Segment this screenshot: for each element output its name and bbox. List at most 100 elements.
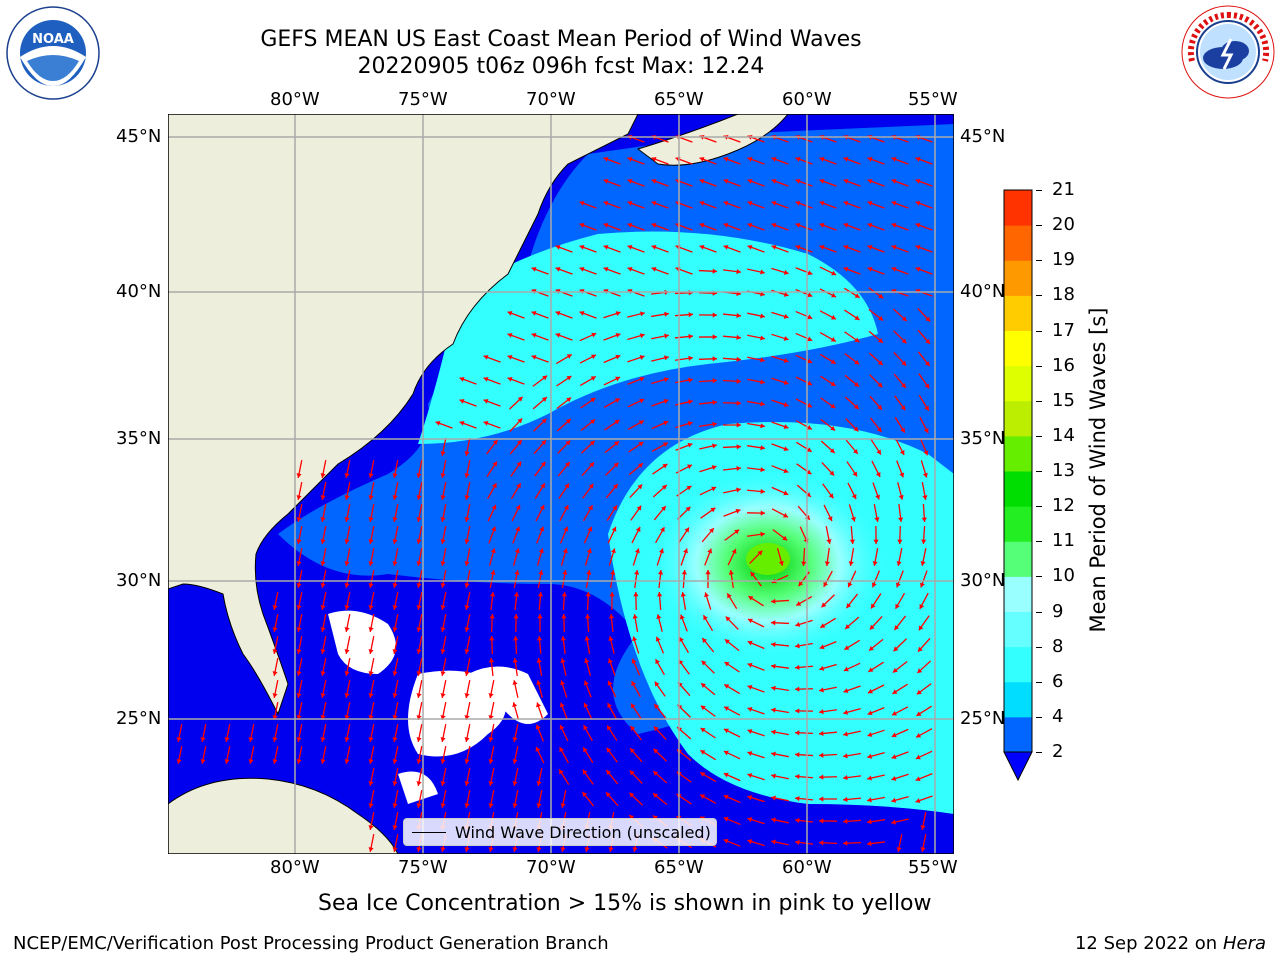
- direction-arrowhead: [712, 378, 717, 384]
- direction-arrowhead: [795, 664, 800, 670]
- direction-arrowhead: [736, 312, 741, 319]
- lon-tick-bottom-55w: 55°W: [908, 857, 958, 878]
- direction-arrowhead: [795, 643, 800, 649]
- direction-arrowhead: [877, 404, 883, 410]
- direction-arrowhead: [540, 483, 545, 489]
- direction-arrowhead: [566, 354, 572, 359]
- direction-arrowhead: [512, 702, 518, 708]
- direction-arrowhead: [724, 684, 730, 689]
- direction-arrowhead: [513, 614, 519, 619]
- direction-arrowhead: [639, 311, 645, 317]
- direction-arrowhead: [686, 485, 692, 491]
- direction-arrowhead: [435, 420, 441, 426]
- direction-arrowhead: [747, 222, 753, 228]
- direction-arrowhead: [878, 293, 884, 299]
- direction-arrowhead: [664, 311, 669, 317]
- direction-arrowhead: [723, 794, 729, 800]
- direction-arrowhead: [344, 539, 350, 544]
- direction-arrowhead: [512, 781, 518, 786]
- lon-tick-bottom-70w: 70°W: [526, 857, 576, 878]
- direction-arrowhead: [440, 495, 446, 500]
- direction-arrowhead: [585, 592, 591, 597]
- direction-arrowhead: [582, 769, 588, 775]
- direction-arrowhead: [630, 703, 636, 709]
- colorbar-tick-mark: [1036, 435, 1042, 437]
- direction-arrowhead: [747, 156, 753, 162]
- direction-arrowhead: [854, 381, 859, 387]
- land-nova-scotia: [636, 114, 789, 166]
- direction-arrowhead: [795, 178, 801, 184]
- direction-arrowhead: [603, 244, 609, 250]
- direction-arrowhead: [723, 244, 729, 250]
- direction-arrowhead: [843, 200, 849, 206]
- direction-arrowhead: [699, 222, 705, 228]
- direction-arrowhead: [843, 222, 849, 228]
- direction-arrowhead: [583, 747, 588, 753]
- colorbar-under-arrow: [1003, 751, 1033, 782]
- direction-arrowhead: [819, 156, 825, 162]
- direction-arrowhead: [915, 178, 921, 184]
- direction-arrowhead: [615, 354, 621, 360]
- direction-arrowhead: [627, 156, 633, 162]
- direction-arrowhead: [489, 614, 495, 619]
- direction-arrowhead: [796, 601, 802, 606]
- direction-arrowhead: [725, 616, 731, 622]
- direction-arrowhead: [515, 504, 521, 510]
- direction-arrowhead: [771, 156, 777, 162]
- direction-arrowhead: [830, 425, 836, 431]
- colorbar-segment: [1004, 295, 1032, 331]
- direction-arrowhead: [868, 645, 874, 651]
- direction-arrowhead: [392, 671, 398, 676]
- direction-arrowhead: [296, 539, 302, 544]
- direction-arrowhead: [513, 636, 519, 641]
- direction-arrowhead: [488, 693, 494, 698]
- direction-arrowhead: [586, 570, 592, 575]
- direction-arrowhead: [296, 561, 302, 566]
- direction-arrowhead: [488, 737, 494, 742]
- lat-tick-right-40n: 40°N: [960, 281, 1006, 302]
- lat-tick-left-45n: 45°N: [116, 126, 162, 147]
- colorbar-segment: [1004, 400, 1032, 437]
- direction-arrowhead: [562, 548, 568, 554]
- direction-arrowhead: [459, 376, 465, 382]
- direction-arrowhead: [416, 847, 422, 852]
- direction-arrowhead: [871, 582, 877, 588]
- direction-arrowhead: [854, 315, 860, 320]
- direction-arrowhead: [901, 316, 907, 322]
- direction-arrowhead: [830, 337, 836, 342]
- direction-arrowhead: [843, 775, 848, 781]
- direction-arrowhead: [512, 803, 518, 808]
- direction-arrowhead: [630, 725, 636, 731]
- direction-arrowhead: [490, 570, 496, 575]
- direction-arrowhead: [771, 200, 777, 206]
- direction-arrowhead: [747, 640, 753, 646]
- direction-arrowhead: [782, 512, 788, 518]
- direction-arrowhead: [897, 517, 904, 522]
- direction-arrowhead: [760, 313, 765, 319]
- direction-arrowhead: [562, 570, 568, 575]
- colorbar-segment: [1004, 471, 1032, 507]
- direction-arrowhead: [464, 803, 470, 808]
- direction-arrowhead: [712, 443, 717, 449]
- direction-arrowhead: [272, 737, 278, 742]
- colorbar-tick-label: 20: [1052, 214, 1075, 236]
- direction-arrowhead: [627, 200, 633, 206]
- direction-arrowhead: [392, 759, 398, 764]
- direction-arrowhead: [615, 376, 621, 382]
- direction-arrowhead: [853, 404, 859, 410]
- colorbar-tick-label: 12: [1052, 495, 1075, 517]
- direction-arrowhead: [891, 797, 897, 803]
- lon-tick-top-60w: 60°W: [782, 89, 832, 110]
- direction-arrowhead: [639, 333, 645, 339]
- colorbar-tick-label: 19: [1052, 249, 1075, 271]
- direction-arrowhead: [368, 539, 374, 544]
- direction-arrowhead: [561, 614, 567, 619]
- direction-arrowhead: [819, 796, 824, 802]
- direction-arrowhead: [566, 375, 572, 381]
- direction-arrowhead: [531, 310, 537, 316]
- lon-tick-bottom-80w: 80°W: [270, 857, 320, 878]
- direction-arrowhead: [819, 665, 825, 671]
- direction-arrowhead: [368, 693, 374, 698]
- direction-arrowhead: [783, 468, 789, 474]
- direction-arrowhead: [891, 178, 897, 184]
